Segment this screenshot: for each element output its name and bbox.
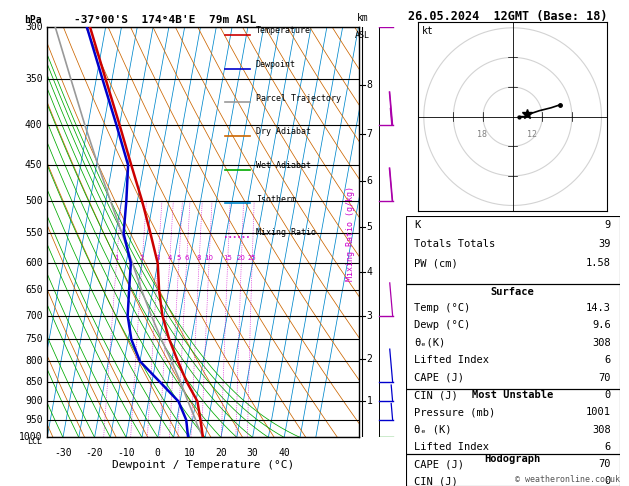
Text: kt: kt [421, 26, 433, 35]
Text: Hodograph: Hodograph [484, 454, 541, 464]
Text: 600: 600 [25, 258, 43, 268]
Text: 750: 750 [25, 334, 43, 344]
Bar [406, 389, 620, 453]
Text: 3: 3 [155, 255, 160, 261]
Text: 308: 308 [593, 424, 611, 434]
Text: 4: 4 [367, 267, 372, 277]
Text: Isotherm: Isotherm [256, 195, 296, 204]
Text: 20: 20 [237, 255, 246, 261]
Text: 950: 950 [25, 415, 43, 425]
Text: 9: 9 [604, 220, 611, 230]
Text: 2: 2 [140, 255, 144, 261]
Text: 5: 5 [177, 255, 181, 261]
Text: Lifted Index: Lifted Index [415, 355, 489, 365]
Text: Wet Adiabat: Wet Adiabat [256, 161, 311, 170]
Text: 450: 450 [25, 160, 43, 170]
Text: θₑ(K): θₑ(K) [415, 338, 445, 347]
Text: 6: 6 [367, 176, 372, 186]
Text: Pressure (mb): Pressure (mb) [415, 407, 496, 417]
Text: Lifted Index: Lifted Index [415, 442, 489, 452]
Text: 20: 20 [215, 448, 227, 458]
Text: K: K [415, 220, 421, 230]
Text: 9.6: 9.6 [593, 320, 611, 330]
Text: 800: 800 [25, 356, 43, 366]
Text: CAPE (J): CAPE (J) [415, 373, 464, 382]
Text: θₑ (K): θₑ (K) [415, 424, 452, 434]
Text: 1.58: 1.58 [586, 258, 611, 268]
Text: 300: 300 [25, 22, 43, 32]
Text: 850: 850 [25, 377, 43, 387]
Text: CIN (J): CIN (J) [415, 390, 458, 400]
Text: km: km [357, 13, 368, 23]
Text: PW (cm): PW (cm) [415, 258, 458, 268]
Bar [406, 216, 620, 284]
Text: -10: -10 [118, 448, 135, 458]
Text: 25: 25 [248, 255, 257, 261]
Text: 650: 650 [25, 285, 43, 295]
Text: 700: 700 [25, 311, 43, 321]
Text: LCL: LCL [28, 436, 43, 446]
Text: 6: 6 [604, 442, 611, 452]
Text: 70: 70 [599, 373, 611, 382]
Text: 0: 0 [604, 476, 611, 486]
Bar [406, 284, 620, 389]
Text: 10: 10 [204, 255, 213, 261]
Text: Dewpoint / Temperature (°C): Dewpoint / Temperature (°C) [112, 460, 294, 470]
Text: 5: 5 [367, 222, 372, 232]
Text: -30: -30 [54, 448, 72, 458]
Text: 350: 350 [25, 74, 43, 84]
Text: Temperature: Temperature [256, 26, 311, 35]
Text: 1001: 1001 [586, 407, 611, 417]
Text: 1: 1 [114, 255, 119, 261]
Text: 6: 6 [184, 255, 189, 261]
Text: 30: 30 [247, 448, 259, 458]
Text: 26.05.2024  12GMT (Base: 18): 26.05.2024 12GMT (Base: 18) [408, 10, 607, 23]
Text: 0: 0 [604, 390, 611, 400]
Text: 1000: 1000 [19, 433, 43, 442]
Text: 2: 2 [367, 354, 372, 364]
Text: 10: 10 [184, 448, 195, 458]
Text: 12: 12 [528, 130, 537, 139]
Text: 40: 40 [278, 448, 290, 458]
Text: CAPE (J): CAPE (J) [415, 459, 464, 469]
Text: 7: 7 [367, 129, 372, 139]
Text: Dewp (°C): Dewp (°C) [415, 320, 470, 330]
Text: Dewpoint: Dewpoint [256, 60, 296, 69]
Text: ASL: ASL [355, 31, 370, 40]
Bar [406, 453, 620, 486]
Text: Temp (°C): Temp (°C) [415, 303, 470, 312]
Text: 15: 15 [223, 255, 232, 261]
Text: CIN (J): CIN (J) [415, 476, 458, 486]
Text: 900: 900 [25, 397, 43, 406]
Text: 18: 18 [477, 130, 487, 139]
Text: 0: 0 [155, 448, 161, 458]
Text: 4: 4 [167, 255, 172, 261]
Text: 8: 8 [197, 255, 201, 261]
Text: 400: 400 [25, 120, 43, 130]
Text: 39: 39 [599, 239, 611, 249]
Text: Most Unstable: Most Unstable [472, 390, 554, 400]
Text: -37°00'S  174°4B'E  79m ASL: -37°00'S 174°4B'E 79m ASL [74, 15, 257, 25]
Text: 308: 308 [593, 338, 611, 347]
Text: Totals Totals: Totals Totals [415, 239, 496, 249]
Text: 500: 500 [25, 196, 43, 206]
Text: Parcel Trajectory: Parcel Trajectory [256, 94, 341, 103]
Text: 14.3: 14.3 [586, 303, 611, 312]
Text: Surface: Surface [491, 287, 535, 297]
Text: Dry Adiabat: Dry Adiabat [256, 127, 311, 137]
Text: 1: 1 [367, 396, 372, 406]
Text: hPa: hPa [24, 15, 42, 25]
Text: 70: 70 [599, 459, 611, 469]
Text: Mixing Ratio: Mixing Ratio [256, 228, 316, 237]
Text: 8: 8 [367, 80, 372, 90]
Text: Mixing Ratio (g/kg): Mixing Ratio (g/kg) [347, 186, 355, 281]
Text: © weatheronline.co.uk: © weatheronline.co.uk [515, 474, 620, 484]
Text: 3: 3 [367, 311, 372, 321]
Text: 6: 6 [604, 355, 611, 365]
Text: -20: -20 [86, 448, 103, 458]
Text: 550: 550 [25, 228, 43, 239]
